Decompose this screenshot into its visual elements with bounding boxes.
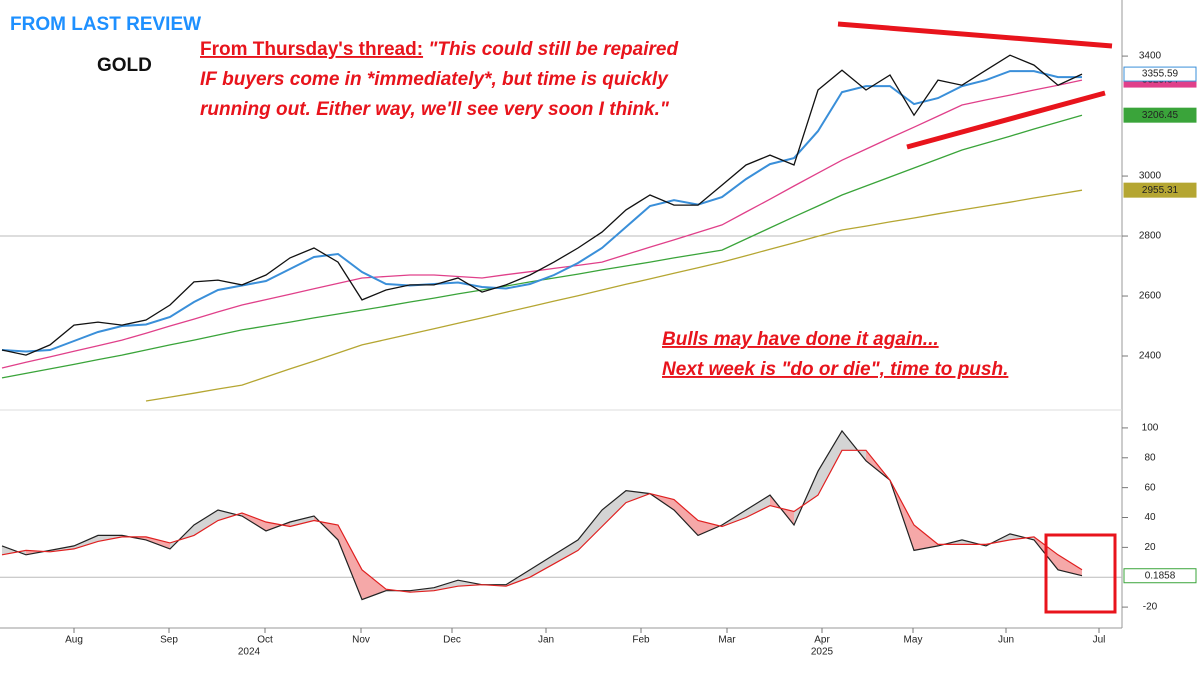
price-line bbox=[1, 54, 1083, 356]
y-tick-label: 40 bbox=[1144, 512, 1156, 523]
x-tick-label: Mar bbox=[718, 635, 736, 646]
y-tick-label: 3400 bbox=[1139, 51, 1162, 62]
price-tag bbox=[1123, 568, 1197, 584]
price-tag-label: 3355.59 bbox=[1142, 69, 1179, 80]
oscillator-fill bbox=[434, 580, 458, 591]
x-tick-label: Jan bbox=[538, 635, 554, 646]
oscillator-fill bbox=[746, 495, 770, 518]
y-tick-label: 3000 bbox=[1139, 171, 1162, 182]
oscillator-fill bbox=[1058, 554, 1082, 576]
oscillator-fill bbox=[290, 516, 314, 527]
outlook-line: Bulls may have done it again... bbox=[662, 329, 939, 350]
price-tag-label: 0.1858 bbox=[1145, 570, 1176, 581]
moving-average bbox=[145, 189, 1083, 402]
highlight-box bbox=[1044, 533, 1117, 614]
oscillator-fill bbox=[530, 554, 554, 578]
oscillator-fill bbox=[602, 490, 626, 527]
x-tick-label: Jun bbox=[998, 635, 1014, 646]
price-tag bbox=[1123, 182, 1197, 198]
y-tick-label: 2800 bbox=[1139, 231, 1162, 242]
oscillator-line bbox=[1, 449, 1083, 593]
oscillator-fill bbox=[698, 520, 722, 536]
thread-lead: From Thursday's thread: bbox=[200, 39, 423, 60]
symbol: GOLD bbox=[97, 55, 152, 76]
year-label: 2025 bbox=[811, 647, 834, 658]
y-tick-label: 60 bbox=[1144, 482, 1156, 493]
oscillator-fill bbox=[194, 510, 218, 536]
oscillator-fill bbox=[818, 430, 842, 496]
price-tag-label: 3206.45 bbox=[1142, 110, 1179, 121]
year-label: 2024 bbox=[238, 647, 261, 658]
y-tick-label: 20 bbox=[1144, 542, 1156, 553]
x-tick-label: Apr bbox=[814, 635, 830, 646]
y-tick-label: 2600 bbox=[1139, 291, 1162, 302]
price-tag-label: 2955.31 bbox=[1142, 185, 1179, 196]
oscillator-line bbox=[1, 429, 1083, 601]
oscillator-fill bbox=[146, 536, 170, 549]
moving-average bbox=[1, 79, 1083, 369]
thread-annotation: From Thursday's thread: "This could stil… bbox=[200, 39, 678, 60]
oscillator-fill bbox=[674, 499, 698, 536]
oscillator-fill bbox=[578, 510, 602, 551]
x-tick-label: Dec bbox=[443, 635, 461, 646]
oscillator-fill bbox=[362, 569, 386, 600]
oscillator-fill bbox=[626, 490, 650, 503]
oscillator-fill bbox=[914, 524, 938, 551]
x-tick-label: Nov bbox=[352, 635, 370, 646]
y-tick-label: 80 bbox=[1144, 452, 1156, 463]
y-tick-label: 2400 bbox=[1139, 351, 1162, 362]
price-tag bbox=[1123, 107, 1197, 123]
oscillator-fill bbox=[218, 510, 242, 521]
plot: 240026002800300034002955.313206.453325.8… bbox=[0, 51, 1197, 658]
review-title: FROM LAST REVIEW bbox=[10, 14, 201, 35]
x-tick-label: Feb bbox=[632, 635, 650, 646]
oscillator-fill bbox=[242, 513, 266, 531]
price-tag bbox=[1123, 66, 1197, 82]
oscillator-fill bbox=[74, 535, 98, 549]
thread-line: IF buyers come in *immediately*, but tim… bbox=[200, 69, 669, 90]
outlook-line: Next week is "do or die", time to push. bbox=[662, 359, 1008, 380]
thread-line: running out. Either way, we'll see very … bbox=[200, 99, 670, 120]
x-tick-label: Sep bbox=[160, 635, 178, 646]
y-tick-label: -20 bbox=[1143, 602, 1158, 613]
x-tick-label: Aug bbox=[65, 635, 83, 646]
x-tick-label: May bbox=[904, 635, 923, 646]
thread-line: "This could still be repaired bbox=[428, 39, 678, 60]
lower-trendline bbox=[906, 90, 1106, 150]
x-tick-label: Jul bbox=[1093, 635, 1106, 646]
oscillator-fill bbox=[554, 539, 578, 564]
upper-trendline bbox=[837, 21, 1113, 49]
oscillator-fill bbox=[338, 524, 362, 600]
x-tick-label: Oct bbox=[257, 635, 273, 646]
y-tick-label: 100 bbox=[1142, 423, 1159, 434]
